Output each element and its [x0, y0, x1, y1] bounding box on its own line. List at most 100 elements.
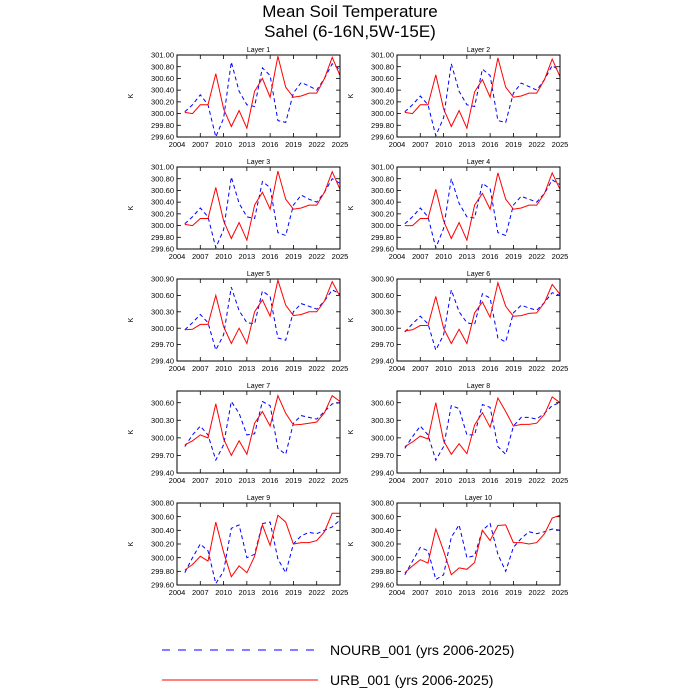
panel-layer-5: Layer 5 K 299.40 299.70 300.00 300.30 300.60 30… [128, 271, 348, 373]
x-tick-label: 2007 [412, 476, 429, 485]
y-axis-label: K [128, 541, 135, 546]
y-axis-label: K [348, 205, 355, 210]
y-tick-label: 299.80 [151, 567, 174, 576]
x-tick-label: 2004 [389, 140, 406, 149]
x-tick-label: 2007 [192, 140, 209, 149]
x-tick-label: 2007 [192, 252, 209, 261]
panel-title: Layer 8 [467, 383, 490, 390]
x-tick-label: 2025 [332, 476, 349, 485]
x-tick-label: 2010 [215, 140, 232, 149]
x-tick-label: 2016 [482, 364, 499, 373]
panel-title: Layer 4 [467, 159, 490, 166]
y-tick-label: 301.00 [151, 51, 174, 60]
legend: NOURB_001 (yrs 2006-2025) URB_001 (yrs 2… [162, 642, 514, 688]
y-tick-label: 300.00 [151, 109, 174, 118]
panel-title: Layer 7 [247, 383, 270, 390]
y-tick-label: 300.80 [151, 174, 174, 183]
x-tick-label: 2004 [389, 252, 406, 261]
x-tick-label: 2004 [169, 140, 186, 149]
x-tick-label: 2007 [412, 140, 429, 149]
y-tick-label: 300.00 [371, 433, 394, 442]
y-tick-label: 300.20 [371, 97, 394, 106]
y-tick-label: 300.40 [151, 198, 174, 207]
x-tick-label: 2025 [332, 252, 349, 261]
series-line-nourb [404, 63, 561, 138]
panel-layer-4: Layer 4 K 299.60 299.80 300.00 300.20 300.40 30… [348, 159, 568, 261]
panel-layer-3: Layer 3 K 299.60 299.80 300.00 300.20 300.40 30… [128, 159, 348, 261]
y-tick-label: 299.60 [151, 581, 174, 590]
panel-title: Layer 5 [247, 271, 270, 278]
series-line-nourb [184, 287, 341, 352]
series-line-nourb [404, 178, 561, 250]
x-tick-label: 2007 [192, 588, 209, 597]
x-tick-label: 2016 [262, 476, 279, 485]
series-line-urb [404, 280, 561, 345]
x-tick-label: 2013 [459, 252, 476, 261]
series-line-nourb [404, 402, 561, 462]
y-tick-label: 299.70 [371, 451, 394, 460]
x-tick-label: 2010 [435, 140, 452, 149]
y-tick-label: 300.40 [151, 86, 174, 95]
x-tick-label: 2022 [528, 364, 545, 373]
x-tick-label: 2019 [505, 140, 522, 149]
x-tick-label: 2022 [528, 476, 545, 485]
y-tick-label: 300.60 [151, 398, 174, 407]
x-tick-label: 2004 [389, 588, 406, 597]
x-tick-label: 2010 [435, 252, 452, 261]
x-tick-label: 2013 [239, 364, 256, 373]
y-tick-label: 300.30 [151, 307, 174, 316]
x-tick-label: 2013 [239, 476, 256, 485]
x-tick-label: 2019 [505, 476, 522, 485]
y-tick-label: 300.00 [151, 553, 174, 562]
y-tick-label: 300.90 [151, 275, 174, 284]
x-tick-label: 2016 [482, 588, 499, 597]
figure-title-line-2: Sahel (6-16N,5W-15E) [264, 22, 436, 41]
x-tick-label: 2025 [332, 140, 349, 149]
x-tick-label: 2010 [215, 476, 232, 485]
x-tick-label: 2013 [459, 588, 476, 597]
x-tick-label: 2007 [412, 588, 429, 597]
x-tick-label: 2022 [308, 364, 325, 373]
y-tick-label: 300.90 [371, 275, 394, 284]
y-tick-label: 299.60 [371, 245, 394, 254]
panel-title: Layer 10 [465, 495, 492, 502]
series-line-urb [404, 171, 561, 242]
plot-frame [396, 390, 561, 474]
panel-title: Layer 1 [247, 47, 270, 54]
y-tick-label: 300.20 [151, 209, 174, 218]
series-line-urb [184, 55, 341, 130]
plot-frame [176, 166, 341, 250]
y-tick-label: 299.40 [151, 357, 174, 366]
y-tick-label: 299.40 [371, 469, 394, 478]
x-tick-label: 2013 [459, 476, 476, 485]
y-tick-label: 300.40 [371, 198, 394, 207]
x-tick-label: 2019 [285, 588, 302, 597]
y-tick-label: 300.80 [151, 62, 174, 71]
x-tick-label: 2022 [308, 140, 325, 149]
x-tick-label: 2007 [192, 364, 209, 373]
y-tick-label: 299.40 [151, 469, 174, 478]
x-tick-label: 2025 [552, 588, 569, 597]
legend-nourb-label: NOURB_001 (yrs 2006-2025) [330, 642, 514, 658]
y-axis-label: K [348, 317, 355, 322]
x-tick-label: 2004 [169, 252, 186, 261]
y-tick-label: 301.00 [371, 51, 394, 60]
x-tick-label: 2016 [262, 252, 279, 261]
y-tick-label: 299.60 [151, 245, 174, 254]
y-tick-label: 300.00 [371, 324, 394, 333]
y-tick-label: 299.60 [371, 133, 394, 142]
x-tick-label: 2013 [459, 140, 476, 149]
x-tick-label: 2022 [308, 476, 325, 485]
plot-frame [396, 502, 561, 586]
y-tick-label: 300.60 [151, 512, 174, 521]
plot-frame [176, 390, 341, 474]
panel-title: Layer 9 [247, 495, 270, 502]
panel-title: Layer 6 [467, 271, 490, 278]
y-tick-label: 300.60 [151, 74, 174, 83]
x-tick-label: 2004 [389, 476, 406, 485]
y-tick-label: 299.80 [151, 121, 174, 130]
x-tick-label: 2004 [169, 588, 186, 597]
x-tick-label: 2022 [308, 252, 325, 261]
x-tick-label: 2010 [435, 588, 452, 597]
x-tick-label: 2016 [482, 476, 499, 485]
